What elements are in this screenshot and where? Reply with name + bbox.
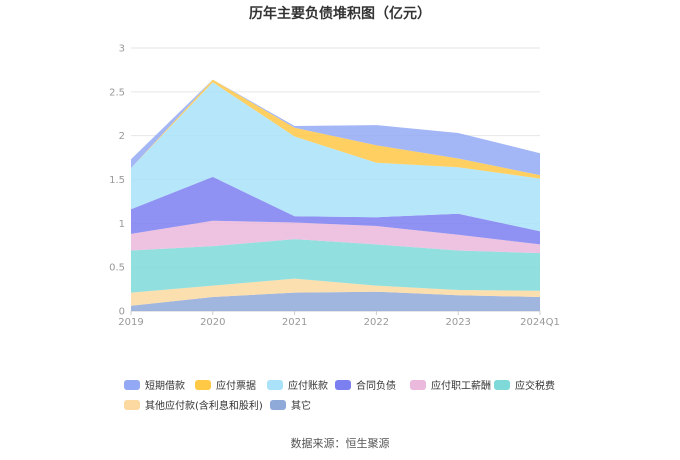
x-tick-label: 2023 [445,317,470,328]
x-tick-label: 2022 [364,317,389,328]
x-tick-label: 2019 [118,317,143,328]
y-tick-label: 2 [119,131,125,142]
legend-item-应付票据[interactable]: 应付票据 [195,379,256,392]
legend-item-合同负债[interactable]: 合同负债 [335,379,396,392]
legend-item-应付职工薪酬[interactable]: 应付职工薪酬 [410,379,491,392]
x-axis-ticks: 2019 2020 2021 2022 2023 2024Q1 [118,311,560,328]
legend-item-其他应付款(含利息和股利)[interactable]: 其他应付款(含利息和股利) [124,399,263,412]
area-series-应付票据 [131,79,540,179]
legend-swatch [494,380,510,390]
legend-swatch [410,380,426,390]
area-series-应付职工薪酬 [131,220,540,254]
y-axis-ticks: 0 0.5 1 1.5 2 2.5 3 [109,44,125,318]
y-tick-label: 0.5 [109,263,125,274]
y-tick-label: 0 [119,307,125,318]
chart-title: 历年主要负债堆积图（亿元） [249,5,431,22]
y-tick-label: 2.5 [109,87,125,98]
area-series-其它 [131,291,540,311]
area-series-应交税费 [131,239,540,293]
legend-label: 其它 [291,399,311,412]
legend-label: 合同负债 [356,379,396,392]
legend-item-应付账款[interactable]: 应付账款 [267,379,328,392]
y-tick-label: 1.5 [109,175,125,186]
y-tick-label: 1 [119,219,125,230]
area-series-其他应付款(含利息和股利) [131,278,540,306]
area-series-合同负债 [131,176,540,245]
legend-label: 应付票据 [216,379,256,392]
legend-swatch [267,380,283,390]
data-source: 数据来源：恒生聚源 [291,436,390,450]
x-tick-label: 2021 [282,317,307,328]
y-tick-label: 3 [119,44,125,55]
legend-swatch [124,380,140,390]
legend-swatch [124,400,140,410]
legend-swatch [195,380,211,390]
area-series [131,79,540,311]
x-tick-label: 2020 [200,317,225,328]
legend-label: 应交税费 [515,379,555,392]
legend-swatch [270,400,286,410]
legend-label: 应付职工薪酬 [431,379,491,392]
legend-item-短期借款[interactable]: 短期借款 [124,379,185,392]
legend-item-其它[interactable]: 其它 [270,399,311,412]
legend-label: 短期借款 [145,379,185,392]
legend-label: 其他应付款(含利息和股利) [145,399,263,412]
legend-item-应交税费[interactable]: 应交税费 [494,379,555,392]
legend-swatch [335,380,351,390]
x-tick-label: 2024Q1 [520,317,560,328]
legend-label: 应付账款 [288,379,328,392]
area-series-应付账款 [131,82,540,232]
area-series-短期借款 [131,79,540,176]
